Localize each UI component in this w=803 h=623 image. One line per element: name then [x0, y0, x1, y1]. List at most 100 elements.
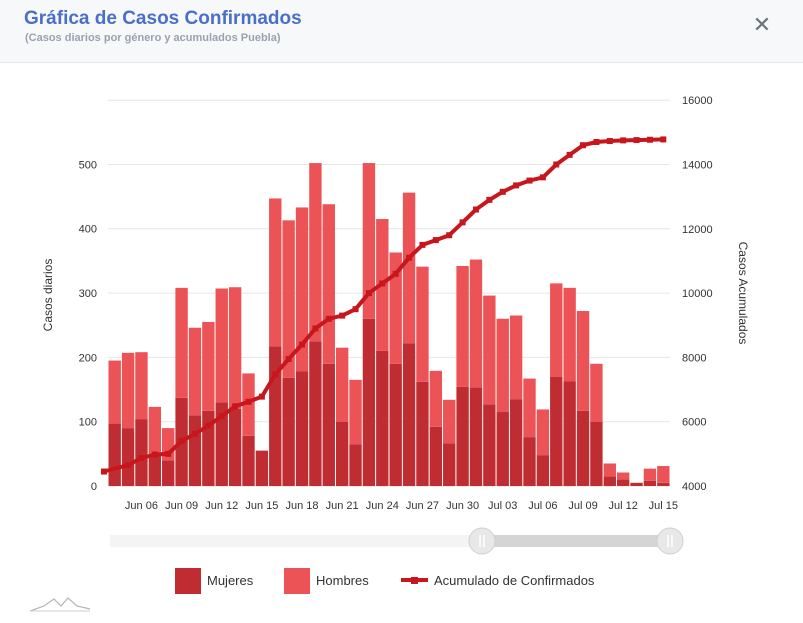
bar-hombres	[389, 252, 402, 364]
bar-mujeres	[228, 408, 242, 486]
point-acumulado	[339, 312, 346, 319]
point-acumulado	[285, 356, 292, 363]
bar-mujeres	[215, 402, 228, 486]
point-acumulado	[392, 270, 399, 277]
point-acumulado	[151, 451, 158, 458]
navigator-track-left	[110, 535, 482, 547]
bar-mujeres	[483, 404, 496, 486]
point-acumulado	[365, 290, 372, 297]
bar-mujeres	[536, 455, 550, 486]
bar-hombres	[335, 347, 349, 422]
x-tick-label: Jun 15	[245, 500, 278, 512]
point-acumulado	[459, 219, 466, 226]
legend-item-hombres[interactable]: Hombres	[284, 568, 369, 594]
bar-mujeres	[135, 419, 148, 486]
y-right-tick-label: 10000	[682, 288, 713, 300]
point-acumulado	[312, 325, 319, 332]
legend-label-mujeres: Mujeres	[207, 573, 254, 588]
point-acumulado	[232, 403, 239, 410]
y-right-tick-label: 16000	[682, 95, 713, 107]
legend-swatch-mujeres	[175, 568, 201, 594]
point-acumulado	[580, 142, 587, 149]
bar-hombres	[121, 352, 135, 429]
y-right-axis-title: Casos Acumulados	[736, 242, 750, 345]
bar-mujeres	[376, 350, 389, 486]
bar-hombres	[228, 287, 242, 409]
bar-hombres	[443, 399, 456, 444]
x-tick-label: Jun 12	[205, 500, 238, 512]
bar-hombres	[282, 220, 295, 378]
point-acumulado	[245, 398, 252, 405]
point-acumulado	[620, 137, 627, 144]
legend-label-acumulado: Acumulado de Confirmados	[434, 573, 595, 588]
bar-hombres	[429, 370, 443, 427]
grid-layer	[108, 99, 670, 487]
legend-item-mujeres[interactable]: Mujeres	[175, 568, 254, 594]
point-acumulado	[486, 196, 493, 203]
x-tick-label: Jun 06	[125, 500, 158, 512]
point-acumulado	[526, 177, 533, 184]
bar-mujeres	[162, 460, 175, 486]
bar-mujeres	[282, 377, 295, 486]
bar-hombres	[536, 409, 550, 456]
point-acumulado	[646, 136, 653, 143]
range-navigator[interactable]	[110, 527, 684, 555]
bar-mujeres	[443, 443, 456, 486]
bar-mujeres	[590, 421, 603, 486]
legend-marker-acumulado	[411, 577, 418, 584]
bar-hombres	[523, 378, 536, 438]
bar-mujeres	[456, 386, 469, 486]
bar-mujeres	[630, 482, 643, 486]
y-right-tick-label: 12000	[682, 224, 713, 236]
bar-mujeres	[295, 371, 309, 486]
point-acumulado	[352, 306, 359, 313]
bar-hombres	[616, 472, 630, 480]
axis-layer: 4000 6000 8000 10000 12000 14000 16000 0 100 200 3…	[79, 95, 713, 512]
bar-hombres	[188, 327, 202, 416]
y-left-tick-label: 500	[79, 159, 97, 171]
bar-mujeres	[469, 387, 483, 486]
bar-hombres	[202, 321, 215, 411]
navigator-selected-range[interactable]	[482, 535, 670, 547]
navigator-handle-left[interactable]	[468, 527, 496, 555]
point-acumulado	[101, 468, 107, 475]
bar-hombres	[135, 352, 148, 420]
y-right-tick-label: 14000	[682, 160, 713, 172]
point-acumulado	[379, 280, 386, 287]
chart-logo-icon	[29, 597, 91, 612]
point-acumulado	[272, 371, 279, 378]
point-acumulado	[138, 455, 145, 462]
bar-hombres	[295, 207, 309, 372]
bar-mujeres	[242, 435, 255, 486]
navigator-handle-right[interactable]	[656, 527, 684, 555]
bar-hombres	[657, 466, 670, 483]
bar-mujeres	[496, 412, 509, 486]
legend-swatch-hombres	[284, 568, 310, 594]
bar-hombres	[603, 463, 616, 477]
point-acumulado	[446, 232, 453, 239]
bar-mujeres	[523, 437, 536, 486]
bar-hombres	[362, 163, 376, 319]
bar-hombres	[590, 363, 603, 422]
x-tick-label: Jun 21	[326, 500, 359, 512]
bar-mujeres	[335, 421, 349, 486]
bar-mujeres	[121, 428, 135, 486]
x-tick-label: Jul 06	[528, 500, 557, 512]
y-left-tick-label: 200	[79, 352, 97, 364]
bar-mujeres	[603, 476, 616, 486]
point-acumulado	[419, 241, 426, 248]
bar-hombres	[496, 318, 509, 413]
legend: Mujeres Hombres Acumulado de Confirmados	[175, 568, 595, 594]
panel-title: Gráfica de Casos Confirmados	[24, 8, 302, 29]
bar-hombres	[309, 163, 322, 342]
bar-mujeres	[402, 343, 416, 486]
bar-mujeres	[616, 479, 630, 486]
close-button[interactable]: ✕	[752, 12, 772, 37]
y-right-tick-label: 8000	[682, 352, 706, 364]
legend-item-acumulado[interactable]: Acumulado de Confirmados	[401, 573, 595, 588]
x-tick-label: Jul 03	[488, 500, 517, 512]
bar-hombres	[349, 379, 362, 445]
y-left-axis-title: Casos diarios	[41, 259, 55, 332]
point-acumulado	[593, 138, 600, 145]
